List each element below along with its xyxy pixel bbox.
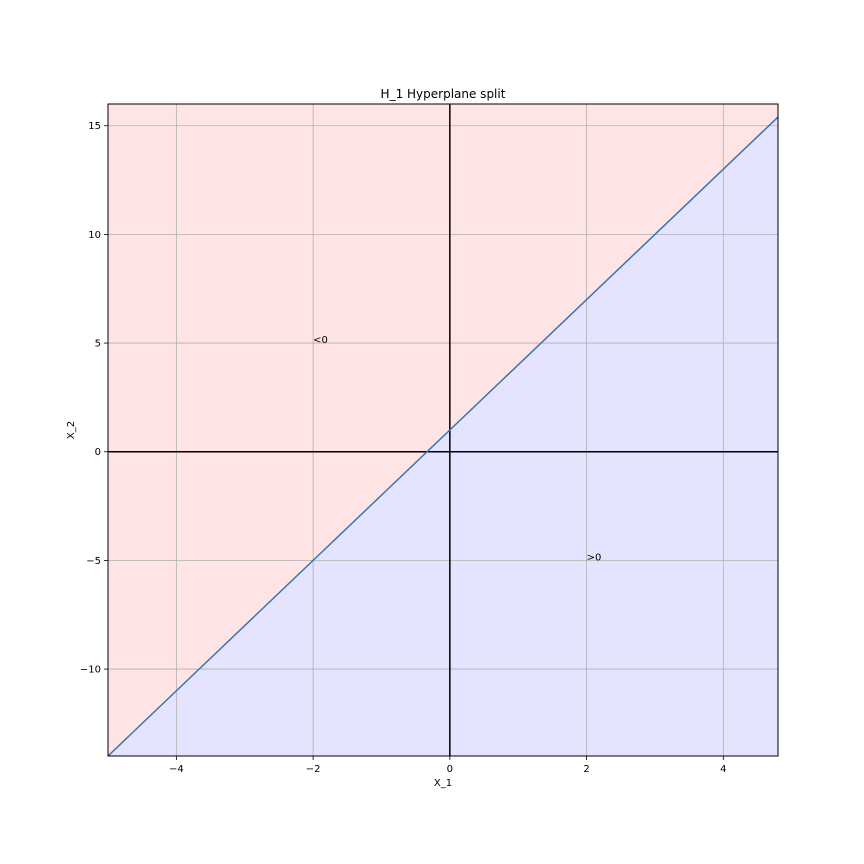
x-axis-ticks: −4 −2 0 2 4 [169,756,726,775]
region-negative [108,104,778,756]
x-tick-label: −2 [306,764,321,775]
y-tick-label: −5 [86,556,101,567]
hyperplane-line [108,116,778,756]
x-tick-label: 4 [720,764,726,775]
x-tick-label: 0 [447,764,453,775]
plot-frame [107,103,779,757]
x-tick-label: −4 [169,764,184,775]
y-tick-label: 15 [88,121,101,132]
y-tick-label: −10 [80,665,101,676]
y-axis-ticks: −10 −5 0 5 10 15 [80,121,108,676]
y-tick-label: 5 [95,339,101,350]
annotation-positive: >0 [587,552,602,563]
x-tick-label: 2 [583,764,589,775]
y-axis-label: X_2 [66,421,77,439]
y-tick-label: 10 [88,230,101,241]
x-axis-label: X_1 [434,778,452,789]
annotation-negative: <0 [313,335,328,346]
chart-title: H_1 Hyperplane split [381,87,506,101]
y-tick-label: 0 [95,447,101,458]
